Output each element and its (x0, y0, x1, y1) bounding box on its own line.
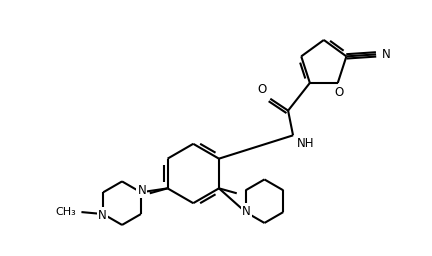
Text: O: O (334, 86, 343, 99)
Text: N: N (137, 184, 146, 197)
Text: NH: NH (297, 137, 314, 150)
Text: N: N (242, 205, 251, 218)
Text: CH₃: CH₃ (56, 207, 76, 217)
Text: N: N (382, 48, 391, 61)
Text: O: O (257, 83, 267, 96)
Text: N: N (98, 209, 107, 221)
